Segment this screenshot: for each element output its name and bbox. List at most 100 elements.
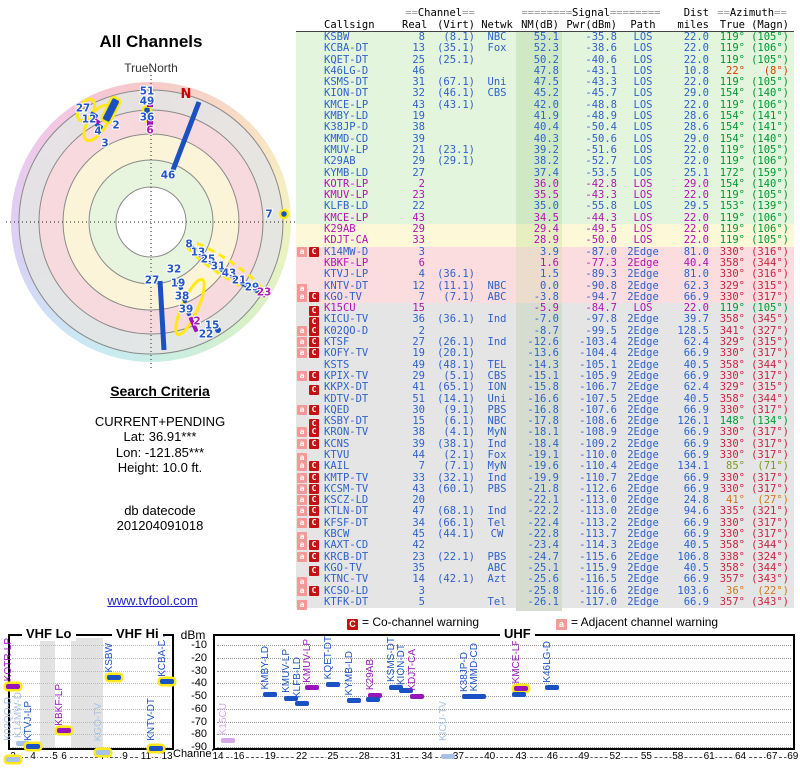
chart-marker <box>514 686 529 692</box>
co-channel-warning-flag <box>309 88 319 98</box>
callsign-cell: KICU-TV <box>324 313 369 326</box>
chart-marker <box>6 684 20 690</box>
grid-line <box>12 683 170 685</box>
table-row: C K15CU 15 -5.9 -84.7 LOS 22.0 119° (105°) <box>296 302 794 318</box>
table-row: C KKPX-DT 41 (65.1) ION -15.8 -106.7 2Edge 62.4 3… <box>296 381 794 397</box>
table-row: a C KOFY-TV 19 (20.1) -13.6 -104.4 2Edge 66.9 330… <box>296 348 794 360</box>
radar-channel-label: 27 <box>145 275 160 287</box>
channel-tick-label: 19 <box>263 751 277 762</box>
co-channel-warning-flag <box>309 156 319 166</box>
adjacent-warning-flag <box>297 563 307 573</box>
adjacent-warning-flag <box>297 156 307 166</box>
chart-marker-label: K15CU <box>218 703 230 736</box>
chart-marker-label: KBKF-LP <box>54 684 65 726</box>
callsign-cell: KMMD-CD <box>324 132 369 145</box>
chart-marker <box>399 688 414 694</box>
channel-tick-label: 2 <box>9 751 17 762</box>
chart-marker <box>512 691 527 697</box>
channel-tick-label: 61 <box>702 751 716 762</box>
adjacent-warning-flag: a <box>297 540 307 551</box>
callsign-cell: KKPX-DT <box>324 381 369 394</box>
dbm-tick-label: -30 <box>191 664 207 677</box>
radar-channel-label: 15 <box>205 320 220 332</box>
radar-channel-label: 12 <box>82 114 97 126</box>
callsign-cell: KTLN-DT <box>324 505 369 518</box>
dbm-tick-label: -80 <box>191 728 207 741</box>
co-channel-warning-flag <box>309 32 319 42</box>
grid-line <box>217 708 791 710</box>
channel-tick-label: 13 <box>160 751 174 762</box>
table-row: a KTVU 44 (2.1) Fox -19.1 -110.0 2Edge 66.9 330°(… <box>296 448 794 465</box>
grid-line <box>12 747 170 748</box>
callsign-cell: KTVU <box>324 448 350 461</box>
chart-marker-label: KMMD-CD <box>469 643 481 692</box>
adjacent-warning-flag <box>297 122 307 132</box>
channel-tick-label: 7 <box>99 751 107 762</box>
adjacent-warning-flag: a <box>297 551 307 562</box>
callsign-cell: KCNS <box>324 437 350 450</box>
co-channel-warning-flag: C <box>309 385 319 396</box>
callsign-cell: KMCE-LP <box>324 211 369 224</box>
grid-line <box>12 721 170 723</box>
adjacent-warning-flag <box>297 77 307 87</box>
adjacent-warning-flag <box>297 303 307 313</box>
co-channel-warning-flag <box>309 224 319 234</box>
signal-table: ==Channel== ========Signal======== Dist ==A… <box>296 7 794 612</box>
callsign-cell: K29AB <box>324 223 356 236</box>
adjacent-warning-flag <box>297 55 307 65</box>
chart-marker <box>221 737 236 743</box>
co-channel-warning-flag <box>309 100 319 110</box>
callsign-cell: KMTP-TV <box>324 471 369 484</box>
table-row: KMUV-LP 21 (23.1) 39.2 -51.6 LOS 22.0 119° (105°… <box>296 143 794 160</box>
co-channel-warning-flag: C <box>309 461 319 472</box>
adjacent-warning-flag <box>297 382 307 392</box>
chart-marker-label: KOTR-LP <box>3 638 14 682</box>
chart-marker <box>346 697 361 703</box>
table-row: KMCE-LP 43 (43.1) 42.0 -48.8 LOS 22.0 119° (106°… <box>296 99 794 115</box>
adjacent-warning-flag <box>297 111 307 121</box>
chart-marker <box>545 684 560 690</box>
adjacent-warning-flag <box>297 134 307 144</box>
radar-channel-label: 38 <box>175 291 190 303</box>
adjacent-warning-flag <box>297 416 307 426</box>
co-channel-warning-flag: C <box>309 291 319 302</box>
callsign-cell: KCBA-DT <box>324 42 369 55</box>
chart-marker <box>365 696 380 702</box>
chart-marker-label: KMBY-LD <box>260 646 272 690</box>
callsign-cell: KMBY-LD <box>324 110 369 123</box>
adjacent-warning-flag <box>297 269 307 279</box>
radar-channel-label: 49 <box>140 96 155 108</box>
table-row: a C KCNS 39 (38.1) Ind -18.4 -109.2 2Edge 66.9 330… <box>296 437 794 450</box>
callsign-cell: KMUV-LP <box>324 143 369 156</box>
chart-marker <box>149 745 163 751</box>
co-channel-warning-flag: C <box>309 427 319 438</box>
table-row: a C KAXT-CD 42 -23.4 -114.3 2Edge 40.5 358° (344°… <box>296 540 794 552</box>
adjacent-warning-flag: a <box>297 370 307 381</box>
adjacent-warning-flag: a <box>297 348 307 359</box>
radar-channel-label: 27 <box>76 103 91 115</box>
channel-tick-label: 9 <box>121 751 129 762</box>
callsign-cell: KSBY-DT <box>324 415 369 428</box>
tvfool-link[interactable]: www.tvfool.com <box>107 593 198 608</box>
uhf-label: UHF <box>500 626 535 641</box>
radar-channel-label: 22 <box>199 329 214 341</box>
table-row: KOTR-LP 2 36.0 -42.8 LOS 29.0 154° (140°) <box>296 178 794 194</box>
channel-tick-label: 28 <box>357 751 371 762</box>
co-channel-warning-flag: C <box>309 419 319 430</box>
grid-line <box>217 657 791 659</box>
search-lon: Lon: -121.85*** <box>115 444 205 460</box>
chart-marker <box>388 684 403 690</box>
table-row: KMMD-CD 39 40.3 -50.6 LOS 29.0 154° (140°) <box>296 132 794 148</box>
adjacent-warning-flag: a <box>297 472 307 483</box>
radar-channel-label: 25 <box>201 254 216 266</box>
adjacent-warning-flag: a <box>297 438 307 449</box>
channel-tick-label: 37 <box>451 751 465 762</box>
chart-marker-label: KYMB-LD <box>343 651 355 696</box>
chart-marker <box>440 754 455 760</box>
adjacent-warning-flag <box>297 179 307 189</box>
co-channel-warning-flag: C <box>309 551 319 562</box>
callsign-cell: KYMB-LD <box>324 166 369 179</box>
table-row: a C KFSF-DT 34 (66.1) Tel -22.4 -113.2 2Edge 66.9… <box>296 517 794 530</box>
adjacent-warning-flag <box>297 145 307 155</box>
adjacent-warning-flag: a <box>297 404 307 415</box>
